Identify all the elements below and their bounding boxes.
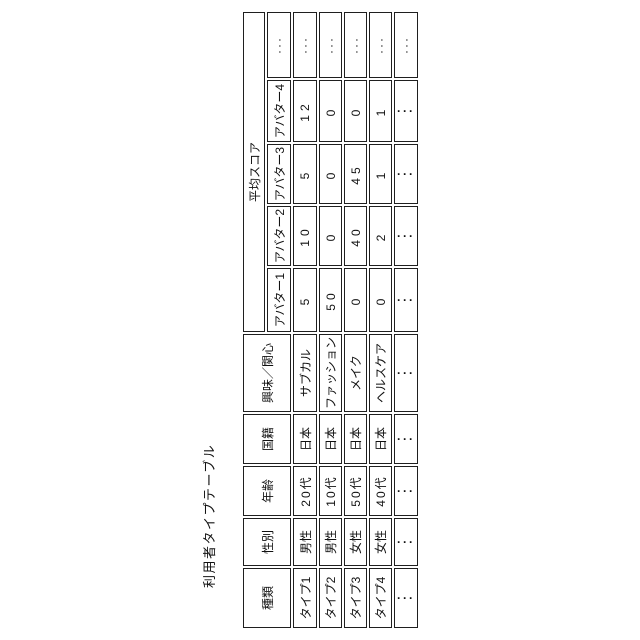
user-type-table: 種類 性別 年齢 国籍 興味／関心 平均スコア アバター1 アバター2 アバター… [241,10,420,630]
header-cell-gender: 性別 [243,518,291,566]
vertical-ellipsis: ··· [397,366,415,380]
cell-ellipsis-corner: ··· [394,11,418,78]
cell-age: 10代 [319,466,342,516]
header-cell-avatar3: アバター3 [267,144,291,204]
cell-age: 50代 [344,466,367,516]
cell-score-avatar1: 50 [319,268,342,332]
cell-nationality: 日本 [293,414,317,464]
cell-vellipsis: ··· [394,466,418,516]
cell-interest: ヘルスケア [369,334,392,412]
cell-score-avatar2: 2 [369,206,392,266]
cell-vellipsis: ··· [394,568,418,628]
cell-nationality: 日本 [369,414,392,464]
table-row-type4: タイプ4 女性 40代 日本 ヘルスケア 0 2 1 1 ··· [369,11,392,628]
rotated-figure: 利用者タイプテーブル 種類 性別 年齢 国籍 興味／関心 平均スコア アバター1… [195,10,423,630]
vertical-ellipsis: ··· [397,535,415,549]
cell-vellipsis: ··· [394,414,418,464]
cell-score-avatar2: 0 [319,206,342,266]
cell-interest: メイク [344,334,367,412]
cell-ellipsis: ··· [369,11,392,78]
cell-vellipsis: ··· [394,268,418,332]
cell-gender: 女性 [344,518,367,566]
vertical-ellipsis: ··· [397,591,415,605]
cell-type: タイプ3 [344,568,367,628]
header-cell-average-score: 平均スコア [243,11,265,332]
cell-vellipsis: ··· [394,334,418,412]
header-cell-nationality: 国籍 [243,414,291,464]
header-cell-ellipsis: ··· [267,11,291,78]
cell-ellipsis: ··· [319,11,342,78]
table-row-continuation: ··· ··· ··· ··· ··· ··· ··· ··· ··· ··· [394,11,418,628]
cell-ellipsis: ··· [293,11,317,78]
vertical-ellipsis: ··· [397,484,415,498]
cell-score-avatar4: 0 [344,80,367,142]
cell-nationality: 日本 [344,414,367,464]
cell-score-avatar3: 45 [344,144,367,204]
cell-nationality: 日本 [319,414,342,464]
header-cell-interests: 興味／関心 [243,334,291,412]
vertical-ellipsis: ··· [397,293,415,307]
cell-age: 40代 [369,466,392,516]
vertical-ellipsis: ··· [397,167,415,181]
table-row-type1: タイプ1 男性 20代 日本 サブカル 5 10 5 12 ··· [293,11,317,628]
header-cell-avatar4: アバター4 [267,80,291,142]
vertical-ellipsis: ··· [397,104,415,118]
cell-age: 20代 [293,466,317,516]
cell-score-avatar2: 10 [293,206,317,266]
cell-score-avatar2: 40 [344,206,367,266]
cell-vellipsis: ··· [394,518,418,566]
figure-title: 利用者タイプテーブル [202,443,217,588]
cell-score-avatar1: 0 [369,268,392,332]
cell-score-avatar4: 12 [293,80,317,142]
cell-score-avatar4: 1 [369,80,392,142]
cell-gender: 男性 [293,518,317,566]
header-cell-avatar2: アバター2 [267,206,291,266]
cell-score-avatar3: 0 [319,144,342,204]
cell-score-avatar3: 5 [293,144,317,204]
cell-score-avatar1: 0 [344,268,367,332]
vertical-ellipsis: ··· [397,432,415,446]
header-cell-avatar1: アバター1 [267,268,291,332]
cell-gender: 男性 [319,518,342,566]
cell-score-avatar3: 1 [369,144,392,204]
cell-ellipsis: ··· [344,11,367,78]
cell-type: タイプ4 [369,568,392,628]
cell-interest: ファッション [319,334,342,412]
cell-score-avatar1: 5 [293,268,317,332]
cell-interest: サブカル [293,334,317,412]
header-row-1: 種類 性別 年齢 国籍 興味／関心 平均スコア [243,11,291,628]
cell-type: タイプ1 [293,568,317,628]
vertical-ellipsis: ··· [397,229,415,243]
header-cell-age: 年齢 [243,466,291,516]
cell-vellipsis: ··· [394,206,418,266]
cell-gender: 女性 [369,518,392,566]
cell-score-avatar4: 0 [319,80,342,142]
cell-vellipsis: ··· [394,80,418,142]
table-row-type3: タイプ3 女性 50代 日本 メイク 0 40 45 0 ··· [344,11,367,628]
cell-type: タイプ2 [319,568,342,628]
table-row-type2: タイプ2 男性 10代 日本 ファッション 50 0 0 0 ··· [319,11,342,628]
cell-vellipsis: ··· [394,144,418,204]
header-cell-type: 種類 [243,568,291,628]
